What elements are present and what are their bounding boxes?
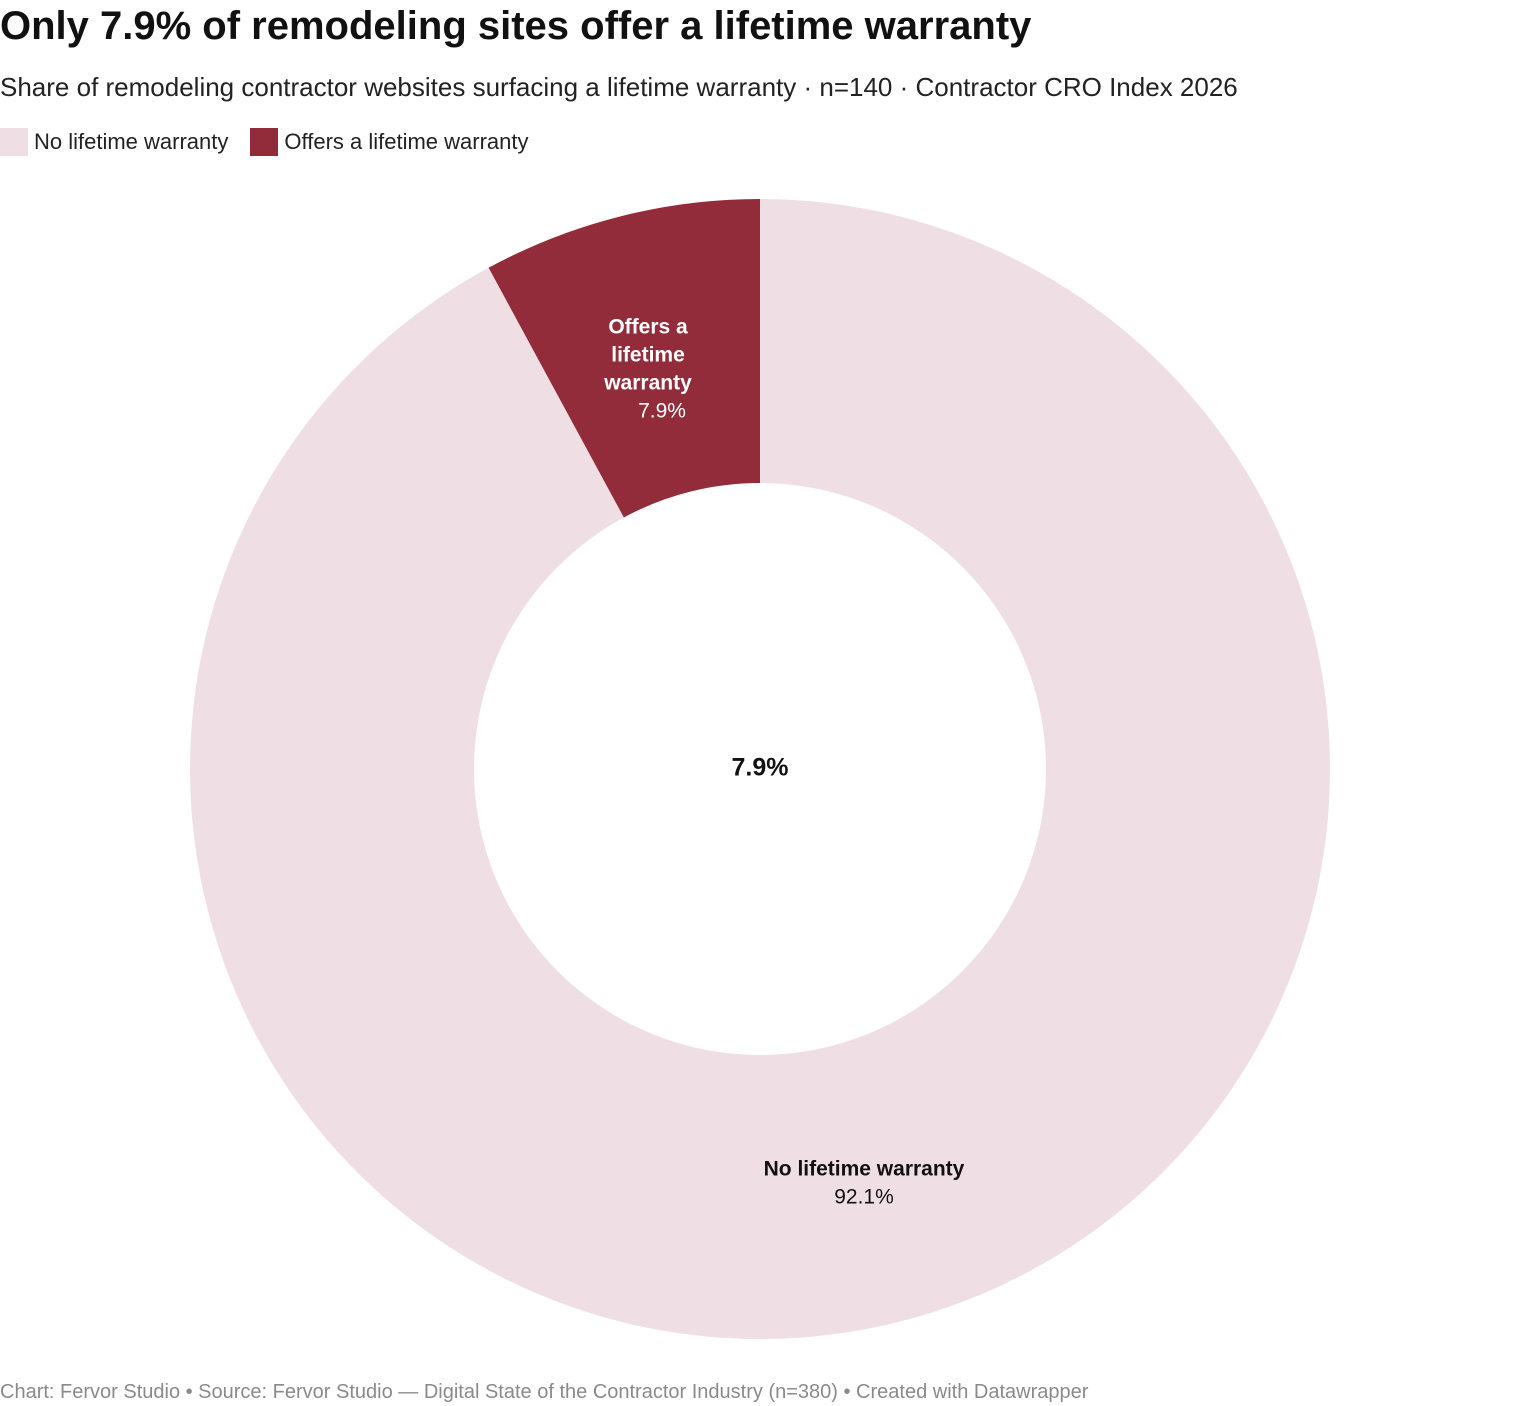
legend-swatch-offers-warranty (250, 128, 279, 156)
slice-label-1-line-0: No lifetime warranty (764, 1158, 965, 1181)
legend: No lifetime warranty Offers a lifetime w… (0, 127, 551, 157)
slices-group (189, 199, 1330, 1339)
center-label: 7.9% (732, 754, 789, 782)
chart-title: Only 7.9% of remodeling sites offer a li… (0, 4, 1032, 48)
legend-label-no-warranty: No lifetime warranty (34, 129, 229, 154)
slice-value-1: 92.1% (834, 1186, 894, 1209)
slice-label-0-line-1: lifetime (611, 344, 685, 367)
legend-label-offers-warranty: Offers a lifetime warranty (284, 129, 529, 154)
slice-label-0-line-0: Offers a (608, 316, 688, 339)
chart-footer: Chart: Fervor Studio • Source: Fervor St… (0, 1381, 1089, 1403)
chart-subtitle: Share of remodeling contractor websites … (0, 72, 1238, 102)
donut-slice-0 (488, 199, 760, 518)
legend-swatch-no-warranty (0, 128, 28, 156)
slice-label-0-line-2: warranty (603, 372, 692, 395)
legend-item-offers-warranty: Offers a lifetime warranty (250, 127, 529, 157)
slice-labels-group: Offers a lifetime warranty 7.9% No lifetime … (603, 316, 964, 1209)
legend-item-no-warranty: No lifetime warranty (0, 127, 228, 157)
donut-slice-1 (189, 199, 1330, 1339)
slice-value-0: 7.9% (638, 400, 686, 423)
